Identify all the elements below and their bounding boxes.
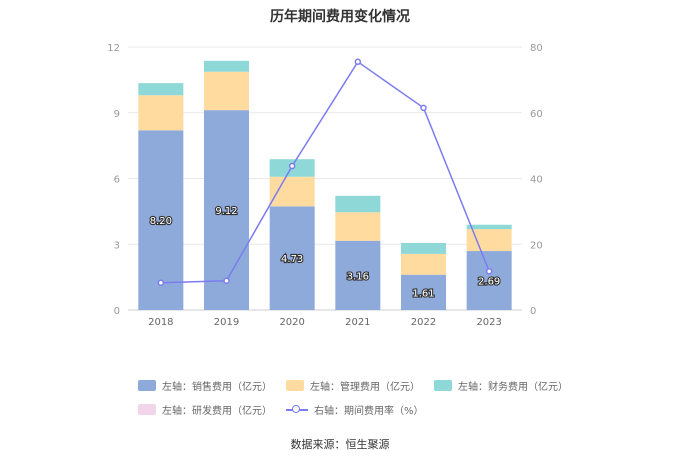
right-axis-tick-label: 0	[530, 306, 536, 317]
legend-label-rnd: 左轴：研发费用（亿元）	[162, 406, 272, 417]
bar-sales	[401, 274, 446, 310]
bar-value-label: 4.73	[281, 254, 303, 265]
legend-swatch-sales	[138, 380, 156, 391]
x-axis-tick-label: 2023	[476, 317, 501, 328]
legend-swatch-admin	[286, 380, 304, 391]
rate-point	[485, 267, 493, 275]
right-axis-tick-label: 80	[530, 43, 543, 54]
bar-sales	[335, 240, 381, 310]
chart-title: 历年期间费用变化情况	[270, 9, 410, 25]
legend-label-rate: 右轴：期间费用率（%）	[314, 406, 424, 417]
bar-finance	[138, 83, 184, 96]
bar-admin	[138, 95, 184, 131]
bar-admin	[269, 176, 315, 207]
rate-point	[420, 104, 427, 112]
bar-finance	[466, 224, 512, 230]
bar-finance	[401, 242, 446, 254]
bar-value-label: 8.20	[150, 216, 172, 227]
bar-admin	[204, 71, 249, 111]
legend-label-sales: 左轴：销售费用（亿元）	[162, 382, 272, 393]
left-axis-tick-label: 3	[114, 240, 120, 251]
right-axis-tick-label: 60	[530, 109, 543, 120]
bar-sales	[269, 206, 315, 310]
left-axis-tick-label: 12	[107, 43, 120, 54]
bar-value-label: 3.16	[347, 271, 369, 282]
bar-finance	[204, 60, 249, 72]
data-source-note: 数据来源：恒生聚源	[290, 438, 390, 451]
right-axis-tick-label: 20	[530, 240, 543, 251]
legend-item-rnd[interactable]: 左轴：研发费用（亿元）	[138, 402, 272, 417]
bar-admin	[335, 212, 381, 241]
legend-line-icon-rate	[286, 404, 308, 416]
rate-line	[160, 60, 490, 284]
bar-sales	[204, 110, 249, 311]
legend-item-sales[interactable]: 左轴：销售费用（亿元）	[138, 378, 272, 393]
chart-legend: 左轴：销售费用（亿元） 左轴：管理费用（亿元） 左轴：财务费用（亿元） 左轴：研…	[138, 378, 568, 426]
bar-finance	[335, 195, 381, 213]
legend-swatch-finance	[434, 380, 452, 391]
legend-item-finance[interactable]: 左轴：财务费用（亿元）	[434, 378, 568, 393]
bar-admin	[401, 253, 446, 275]
bar-sales	[466, 251, 512, 310]
bar-admin	[466, 229, 512, 252]
legend-line-marker	[292, 404, 300, 413]
x-axis-tick-label: 2020	[279, 317, 304, 328]
legend-item-rate[interactable]: 右轴：期间费用率（%）	[286, 402, 424, 417]
bar-value-label: 9.12	[215, 206, 237, 217]
legend-item-admin[interactable]: 左轴：管理费用（亿元）	[286, 378, 420, 393]
rate-point	[354, 58, 362, 66]
x-axis-tick-label: 2018	[148, 317, 173, 328]
rate-point	[288, 162, 296, 170]
left-axis-tick-label: 0	[114, 306, 120, 317]
legend-label-admin: 左轴：管理费用（亿元）	[310, 382, 420, 393]
legend-swatch-rnd	[138, 404, 156, 415]
x-axis-tick-label: 2019	[214, 317, 239, 328]
left-axis-tick-label: 9	[114, 109, 120, 120]
right-axis-tick-label: 40	[530, 175, 543, 186]
rate-point	[157, 279, 165, 286]
legend-label-finance: 左轴：财务费用（亿元）	[458, 382, 568, 393]
left-axis-tick-label: 6	[114, 175, 120, 186]
rate-point	[223, 277, 230, 284]
x-axis-tick-label: 2021	[345, 317, 370, 328]
x-axis-tick-label: 2022	[411, 317, 436, 328]
bar-value-label: 2.69	[478, 277, 500, 288]
bar-value-label: 1.61	[412, 288, 434, 299]
